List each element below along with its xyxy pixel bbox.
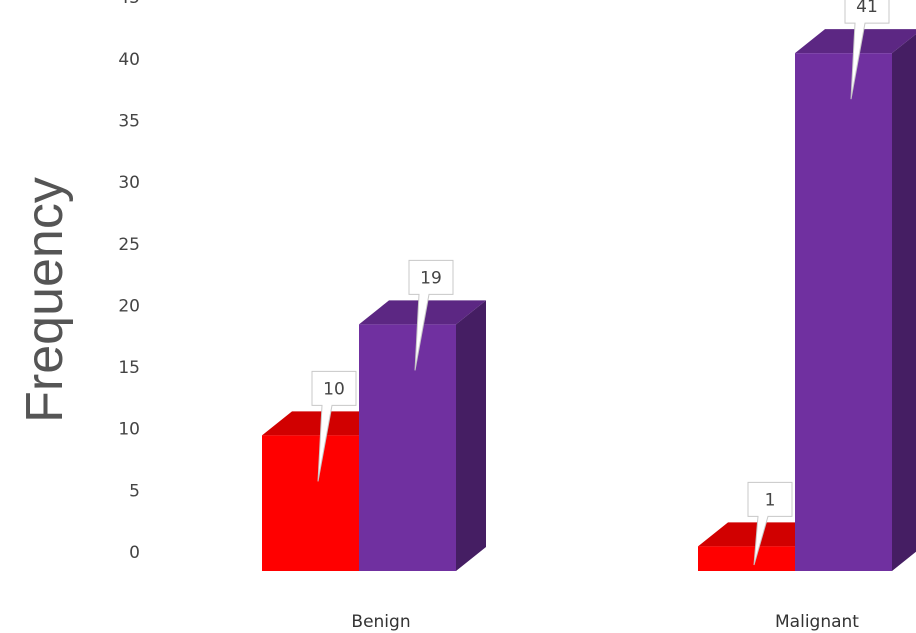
y-axis-label: Frequency xyxy=(16,177,74,423)
bar-side xyxy=(892,33,916,571)
y-axis-ticks: 0 5 10 15 20 25 30 35 40 45 xyxy=(118,0,140,563)
data-label: 10 xyxy=(311,370,357,482)
y-tick-label: 25 xyxy=(118,235,140,255)
x-category-label: Malignant xyxy=(775,612,859,632)
data-label: 19 xyxy=(408,259,454,371)
data-label-callout xyxy=(311,370,357,482)
bar-front xyxy=(359,324,456,571)
bars xyxy=(262,29,916,571)
x-axis-categories: Benign Malignant xyxy=(351,612,859,632)
x-category-label: Benign xyxy=(351,612,410,632)
y-tick-label: 0 xyxy=(129,543,140,563)
data-label: 1 xyxy=(747,481,793,566)
data-label-text: 1 xyxy=(765,490,776,510)
data-label-callout xyxy=(747,481,793,566)
bar-front xyxy=(698,546,795,571)
y-tick-label: 40 xyxy=(118,50,140,70)
y-tick-label: 35 xyxy=(118,111,140,131)
bar-side xyxy=(456,300,486,571)
data-label-callout xyxy=(844,0,890,100)
y-tick-label: 15 xyxy=(118,358,140,378)
y-tick-label: 10 xyxy=(118,420,140,440)
y-tick-label: 30 xyxy=(118,173,140,193)
bar xyxy=(359,300,486,571)
data-label-callout xyxy=(408,259,454,371)
y-tick-label: 5 xyxy=(129,481,140,501)
bar-front xyxy=(262,435,359,571)
data-label-text: 10 xyxy=(323,379,345,399)
y-tick-label: 20 xyxy=(118,296,140,316)
bar-front xyxy=(795,53,892,571)
data-label: 41 xyxy=(844,0,890,100)
y-tick-label: 45 xyxy=(118,0,140,8)
data-label-text: 41 xyxy=(856,0,878,17)
data-labels: 10 19 1 41 xyxy=(311,0,890,566)
bar xyxy=(795,29,916,571)
data-label-text: 19 xyxy=(420,268,442,288)
